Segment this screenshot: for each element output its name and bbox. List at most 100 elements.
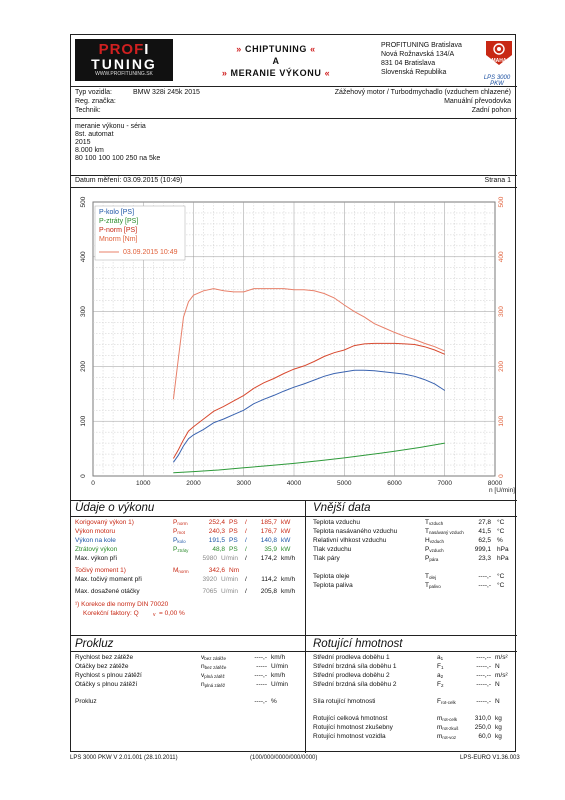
power-row-kw-unit: kW (281, 546, 291, 553)
series-line-0 (172, 369, 446, 463)
address-line: PROFITUNING Bratislava (381, 42, 462, 49)
max-torque-rpm: 3920 (202, 576, 217, 583)
measure-date: Datum měření: 03.09.2015 (10:49) (75, 177, 183, 184)
max-torque-label: Max. točivý moment při (75, 576, 142, 583)
external-row-symbol: Hvzduch (425, 537, 444, 544)
page-number: Strana 1 (484, 177, 511, 184)
external-row-value: 62,5 (478, 537, 491, 544)
report-sheet: PROFI TUNING WWW.PROFITUNING.SK » CHIPTU… (70, 34, 517, 753)
max-rev-speed-unit: km/h (281, 588, 296, 595)
footer-version: LPS 3000 PKW V 2.01.001 (28.10.2011) (70, 755, 178, 761)
power-row-kw: 140,8 (260, 537, 277, 544)
external-row-value: 27,8 (478, 519, 491, 526)
arrow-left: » (221, 68, 228, 78)
external-row-unit: hPa (497, 546, 509, 553)
rot-row-value: ----,-- (476, 654, 491, 661)
external-row-label: Teplota oleje (313, 573, 350, 580)
max-power-speed: 174,2 (260, 555, 277, 562)
external-row-symbol: Tnasávaný vzduch (425, 528, 464, 535)
chart-grid (92, 201, 496, 477)
max-power-rpm: 5980 (202, 555, 217, 562)
external-row-value: 999,1 (474, 546, 491, 553)
slip-row-unit: U/min (271, 663, 288, 670)
rot-row-label: Střední prodleva doběhu 1 (313, 654, 390, 661)
note-line: 8.000 km (75, 147, 104, 154)
torque-symbol: Mnorm (173, 567, 189, 574)
note-line: 2015 (75, 139, 91, 146)
power-row-symbol: Pmot (173, 528, 185, 535)
slip-row-unit: km/h (271, 672, 286, 679)
note-line: meranie výkonu - séria (75, 123, 146, 130)
slip-row-label: Otáčky bez zátěže (75, 663, 129, 670)
footer-euro: LPS-EURO V1.36.003 (460, 755, 520, 761)
rot-row-unit: N (495, 681, 500, 688)
rot-mass-label: Rotující hmotnost vozidla (313, 733, 386, 740)
power-row-kw: 185,7 (260, 519, 277, 526)
x-tick-label: 4000 (287, 480, 302, 487)
report-title: » CHIPTUNING « A » MERANIE VÝKONU « (191, 43, 361, 79)
external-row-symbol: Tpalivo (425, 582, 441, 589)
max-torque-rpm-unit: U/min (221, 576, 238, 583)
power-row-symbol: Pztráty (173, 546, 189, 553)
y-tick-label-right: 200 (498, 361, 505, 372)
company-address: PROFITUNING Bratislava Nová Rožnavská 13… (381, 41, 462, 77)
reg-label: Reg. značka: (75, 98, 116, 105)
slip-row-label: Rychlost s plnou zátěží (75, 672, 142, 679)
power-row-sep: / (245, 546, 247, 553)
legend-box (94, 205, 186, 261)
external-row-symbol: Ppára (425, 555, 439, 562)
rot-force-symbol: Frot-celk (437, 698, 456, 705)
note-line: 8st. automat (75, 131, 114, 138)
rot-row-value: -----,- (476, 681, 491, 688)
sep: / (245, 588, 247, 595)
power-row-ps-unit: PS (229, 528, 238, 535)
series-line-2 (172, 342, 445, 459)
external-row-label: Teplota vzduchu (313, 519, 360, 526)
slip-row-value: ----- (256, 681, 267, 688)
external-row-symbol: Pvzduch (425, 546, 444, 553)
external-row-unit: °C (497, 519, 505, 526)
series-line-3 (172, 288, 445, 400)
torque-value: 342,6 (208, 567, 225, 574)
slip-unit: % (271, 698, 277, 705)
udaje-title: Údaje o výkonu (75, 502, 155, 514)
arrow-right: « (310, 44, 316, 54)
x-axis-label: n [U/min] (489, 487, 515, 494)
rot-row-unit: m/s² (495, 672, 508, 679)
x-tick-label: 7000 (438, 480, 453, 487)
rot-row-symbol: a2 (437, 672, 444, 679)
drive-info: Zadní pohon (471, 107, 511, 114)
power-row-ps: 240,3 (208, 528, 225, 535)
title-line-3: MERANIE VÝKONU (230, 68, 322, 78)
footer-code: (100/000/0000/000/0000) (250, 755, 318, 761)
power-row-sep: / (245, 528, 247, 535)
max-power-rpm-unit: U/min (221, 555, 238, 562)
note-line: 80 100 100 100 250 na 5ke (75, 155, 161, 162)
rot-mass-label: Rotující celková hmotnost (313, 715, 388, 722)
power-row-label: Ztrátový výkon (75, 546, 118, 553)
rot-row-label: Střední brzdná síla doběhu 2 (313, 681, 397, 688)
slip-row-symbol: nbez zátěže (201, 663, 227, 670)
y-tick-label-left: 0 (80, 474, 87, 478)
y-tick-label-left: 400 (80, 251, 87, 262)
rot-row-value: ----,-- (476, 672, 491, 679)
power-row-sep: / (245, 537, 247, 544)
rot-row-unit: m/s² (495, 654, 508, 661)
rot-mass-unit: kg (495, 733, 502, 740)
din-note: ¹) Korekce dle normy DIN 70020 (75, 601, 169, 608)
legend-date: 03.09.2015 10:49 (123, 249, 178, 256)
y-tick-label-right: 400 (498, 251, 505, 262)
rot-force-unit: N (495, 698, 500, 705)
y-tick-label-left: 500 (80, 196, 87, 207)
lps-label: LPS 3000 PKW (483, 75, 511, 87)
legend-entry: P-kolo [PS] (99, 209, 134, 216)
y-tick-label-right: 500 (498, 196, 505, 207)
max-torque-speed: 114,2 (261, 576, 277, 583)
external-row-label: Relativní vlhkost vzduchu (313, 537, 387, 544)
arrow-right: « (324, 68, 331, 78)
slip-row-symbol: vplná zátěž (201, 672, 225, 679)
external-row-label: Teplota paliva (313, 582, 353, 589)
torque-label: Točivý moment 1) (75, 567, 126, 574)
rot-mass-symbol: mrot-zkuš (437, 724, 459, 731)
logo-url: WWW.PROFITUNING.SK (95, 71, 153, 77)
